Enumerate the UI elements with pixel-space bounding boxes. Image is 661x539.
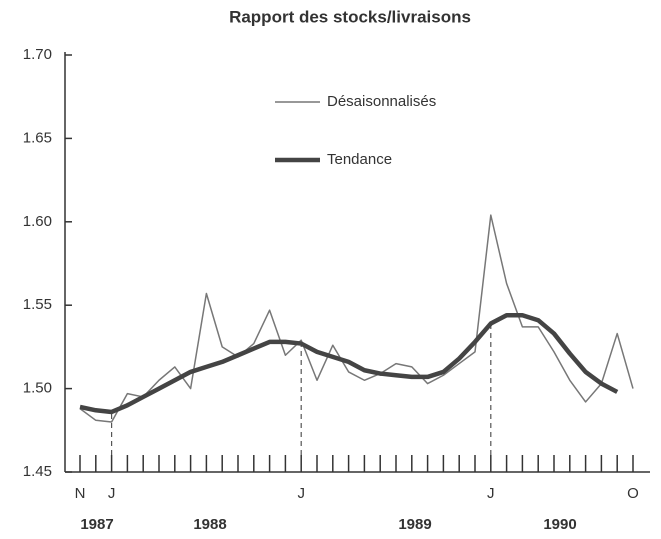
x-tick-label: N — [75, 485, 86, 502]
year-label: 1988 — [193, 516, 226, 533]
legend-label: Désaisonnalisés — [327, 93, 436, 110]
x-tick-label: J — [297, 485, 305, 502]
legend-label: Tendance — [327, 151, 392, 168]
x-tick-label: J — [108, 485, 116, 502]
chart-title: Rapport des stocks/livraisons — [229, 7, 471, 26]
y-tick-label: 1.70 — [23, 46, 52, 63]
series-line — [79, 312, 619, 415]
y-tick-label: 1.60 — [23, 213, 52, 230]
x-tick-label: O — [627, 485, 639, 502]
y-tick-label: 1.45 — [23, 463, 52, 480]
year-label: 1990 — [543, 516, 576, 533]
y-tick-label: 1.65 — [23, 129, 52, 146]
year-label: 1989 — [398, 516, 431, 533]
x-tick-label: J — [487, 485, 495, 502]
series-line — [79, 214, 634, 423]
year-label: 1987 — [80, 516, 113, 533]
y-tick-label: 1.50 — [23, 380, 52, 397]
y-tick-label: 1.55 — [23, 296, 52, 313]
